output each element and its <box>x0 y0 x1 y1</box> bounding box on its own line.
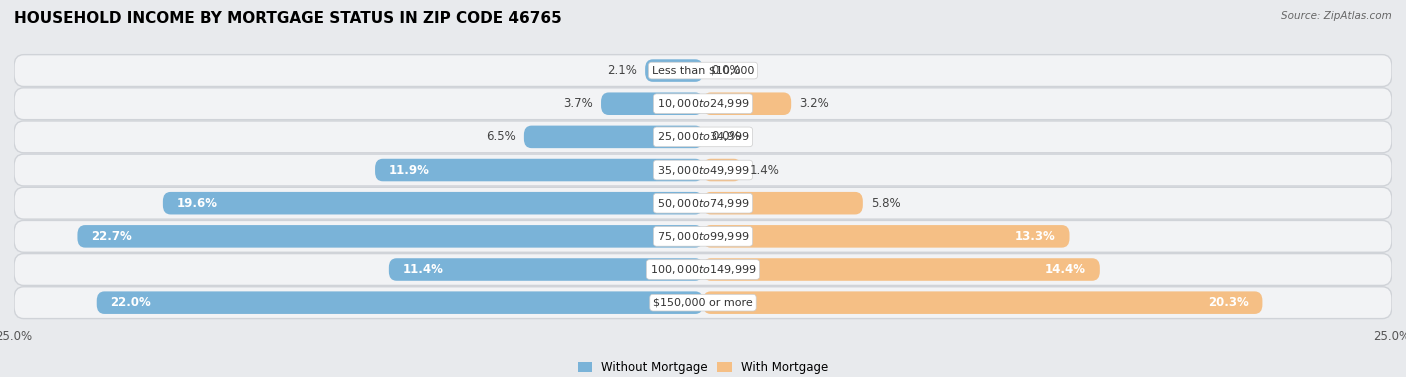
FancyBboxPatch shape <box>703 258 1099 281</box>
Text: 11.9%: 11.9% <box>389 164 430 176</box>
Text: $100,000 to $149,999: $100,000 to $149,999 <box>650 263 756 276</box>
FancyBboxPatch shape <box>14 154 1392 186</box>
Text: 20.3%: 20.3% <box>1208 296 1249 309</box>
Text: $10,000 to $24,999: $10,000 to $24,999 <box>657 97 749 110</box>
FancyBboxPatch shape <box>703 192 863 215</box>
FancyBboxPatch shape <box>703 159 741 181</box>
FancyBboxPatch shape <box>375 159 703 181</box>
Text: 2.1%: 2.1% <box>607 64 637 77</box>
Text: $150,000 or more: $150,000 or more <box>654 298 752 308</box>
Text: 0.0%: 0.0% <box>711 130 741 143</box>
Text: 0.0%: 0.0% <box>711 64 741 77</box>
FancyBboxPatch shape <box>703 225 1070 248</box>
Text: $25,000 to $34,999: $25,000 to $34,999 <box>657 130 749 143</box>
FancyBboxPatch shape <box>14 221 1392 252</box>
Text: 11.4%: 11.4% <box>402 263 443 276</box>
FancyBboxPatch shape <box>77 225 703 248</box>
FancyBboxPatch shape <box>14 88 1392 120</box>
Text: 5.8%: 5.8% <box>872 197 901 210</box>
Text: 19.6%: 19.6% <box>177 197 218 210</box>
Text: 14.4%: 14.4% <box>1045 263 1085 276</box>
Text: 6.5%: 6.5% <box>486 130 516 143</box>
FancyBboxPatch shape <box>703 291 1263 314</box>
FancyBboxPatch shape <box>703 92 792 115</box>
Text: $35,000 to $49,999: $35,000 to $49,999 <box>657 164 749 176</box>
Text: Source: ZipAtlas.com: Source: ZipAtlas.com <box>1281 11 1392 21</box>
FancyBboxPatch shape <box>14 287 1392 319</box>
Text: 22.0%: 22.0% <box>111 296 152 309</box>
Text: $75,000 to $99,999: $75,000 to $99,999 <box>657 230 749 243</box>
FancyBboxPatch shape <box>14 121 1392 153</box>
Text: 1.4%: 1.4% <box>749 164 780 176</box>
FancyBboxPatch shape <box>97 291 703 314</box>
FancyBboxPatch shape <box>600 92 703 115</box>
FancyBboxPatch shape <box>163 192 703 215</box>
FancyBboxPatch shape <box>524 126 703 148</box>
FancyBboxPatch shape <box>14 254 1392 285</box>
Text: 3.2%: 3.2% <box>800 97 830 110</box>
Text: Less than $10,000: Less than $10,000 <box>652 66 754 75</box>
Text: $50,000 to $74,999: $50,000 to $74,999 <box>657 197 749 210</box>
Legend: Without Mortgage, With Mortgage: Without Mortgage, With Mortgage <box>574 356 832 377</box>
Text: 3.7%: 3.7% <box>562 97 593 110</box>
Text: HOUSEHOLD INCOME BY MORTGAGE STATUS IN ZIP CODE 46765: HOUSEHOLD INCOME BY MORTGAGE STATUS IN Z… <box>14 11 562 26</box>
Text: 22.7%: 22.7% <box>91 230 132 243</box>
Text: 13.3%: 13.3% <box>1015 230 1056 243</box>
FancyBboxPatch shape <box>389 258 703 281</box>
FancyBboxPatch shape <box>645 59 703 82</box>
FancyBboxPatch shape <box>14 187 1392 219</box>
FancyBboxPatch shape <box>14 55 1392 86</box>
